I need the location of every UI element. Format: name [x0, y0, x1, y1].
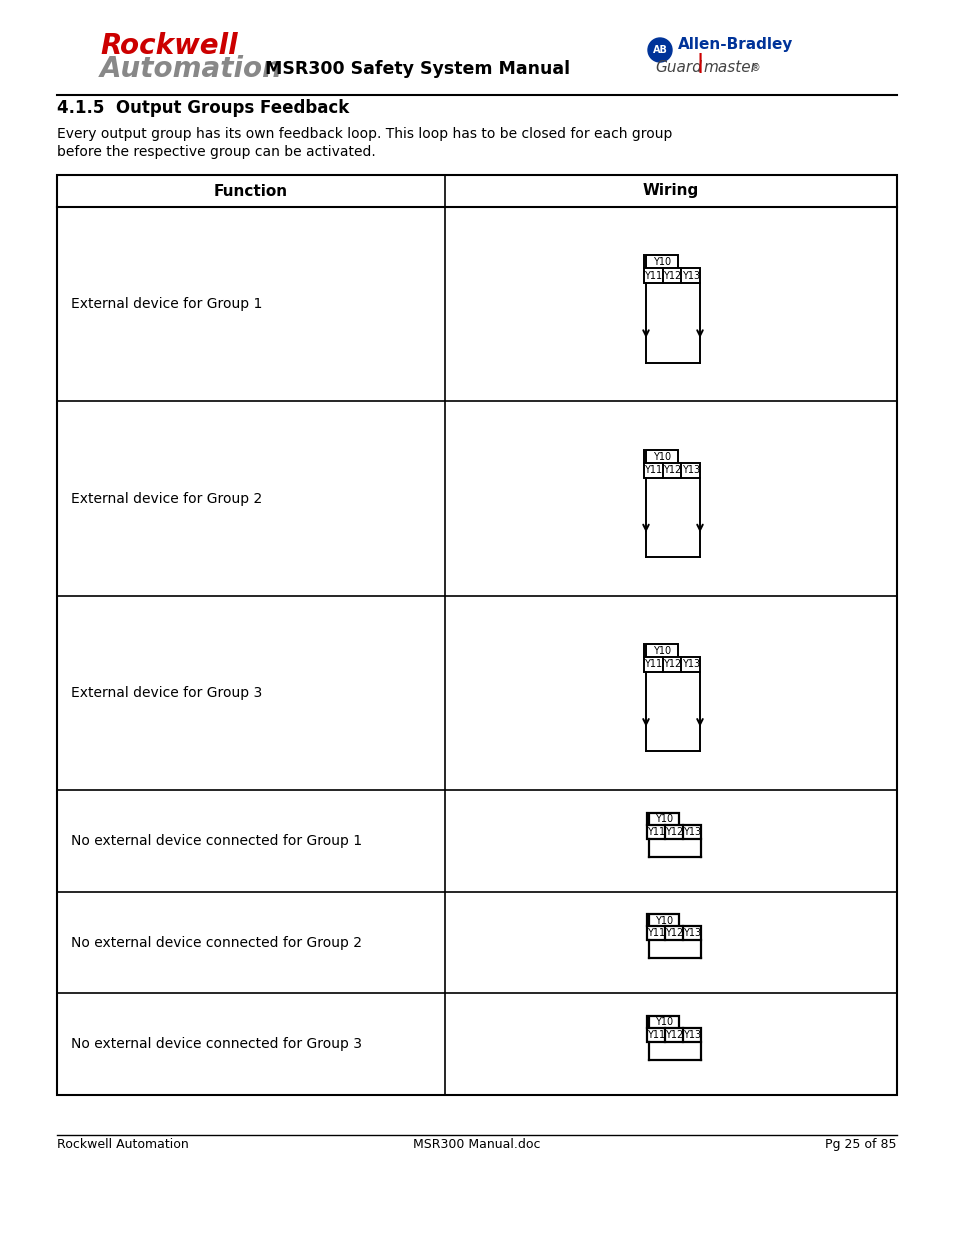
Text: Pg 25 of 85: Pg 25 of 85: [824, 1137, 896, 1151]
Text: Y13: Y13: [680, 466, 699, 475]
Text: Function: Function: [213, 184, 288, 199]
Text: ®: ®: [750, 63, 760, 73]
Text: Y11: Y11: [643, 466, 661, 475]
Text: Rockwell Automation: Rockwell Automation: [57, 1137, 189, 1151]
Text: Y13: Y13: [680, 270, 699, 280]
Text: External device for Group 1: External device for Group 1: [71, 298, 262, 311]
Text: Automation: Automation: [100, 56, 283, 83]
Bar: [646, 1028, 700, 1042]
Text: AB: AB: [652, 44, 667, 56]
Text: No external device connected for Group 1: No external device connected for Group 1: [71, 834, 362, 848]
Bar: [646, 926, 700, 940]
Bar: [57, 175, 896, 1095]
Text: Y10: Y10: [652, 257, 670, 267]
Text: Y12: Y12: [664, 1030, 682, 1040]
Bar: [648, 813, 679, 826]
Text: Y12: Y12: [664, 826, 682, 837]
Text: No external device connected for Group 3: No external device connected for Group 3: [71, 1037, 361, 1051]
Text: Y12: Y12: [662, 659, 680, 669]
Text: Y12: Y12: [662, 270, 680, 280]
Bar: [646, 825, 700, 839]
Text: Y12: Y12: [662, 466, 680, 475]
Text: External device for Group 2: External device for Group 2: [71, 492, 262, 505]
Text: Y11: Y11: [646, 826, 664, 837]
Text: Wiring: Wiring: [642, 184, 699, 199]
Text: before the respective group can be activated.: before the respective group can be activ…: [57, 144, 375, 159]
Text: Y11: Y11: [643, 659, 661, 669]
Bar: [645, 256, 678, 269]
Bar: [648, 914, 679, 927]
Text: MSR300 Manual.doc: MSR300 Manual.doc: [413, 1137, 540, 1151]
Text: Y10: Y10: [652, 646, 670, 656]
Text: Rockwell: Rockwell: [100, 32, 237, 61]
Text: Y11: Y11: [646, 1030, 664, 1040]
Bar: [643, 463, 700, 478]
Text: Y12: Y12: [664, 929, 682, 939]
Text: Guard: Guard: [655, 61, 701, 75]
Bar: [643, 268, 700, 283]
Circle shape: [647, 38, 671, 62]
Bar: [645, 450, 678, 463]
Bar: [643, 657, 700, 672]
Bar: [645, 643, 678, 658]
Text: Y11: Y11: [643, 270, 661, 280]
Text: 4.1.5  Output Groups Feedback: 4.1.5 Output Groups Feedback: [57, 99, 349, 117]
Text: Y13: Y13: [682, 1030, 700, 1040]
Text: |: |: [697, 53, 703, 73]
Text: Y13: Y13: [682, 929, 700, 939]
Bar: [648, 1016, 679, 1029]
Text: Allen-Bradley: Allen-Bradley: [678, 37, 793, 53]
Text: Y10: Y10: [655, 1018, 673, 1028]
Text: Y10: Y10: [655, 814, 673, 824]
Text: Y11: Y11: [646, 929, 664, 939]
Text: External device for Group 3: External device for Group 3: [71, 685, 262, 700]
Text: Every output group has its own feedback loop. This loop has to be closed for eac: Every output group has its own feedback …: [57, 127, 672, 141]
Text: Y10: Y10: [655, 916, 673, 926]
Text: Y13: Y13: [682, 826, 700, 837]
Text: master: master: [702, 61, 756, 75]
Text: Y13: Y13: [680, 659, 699, 669]
Text: No external device connected for Group 2: No external device connected for Group 2: [71, 936, 361, 950]
Text: MSR300 Safety System Manual: MSR300 Safety System Manual: [265, 61, 570, 78]
Text: Y10: Y10: [652, 452, 670, 462]
